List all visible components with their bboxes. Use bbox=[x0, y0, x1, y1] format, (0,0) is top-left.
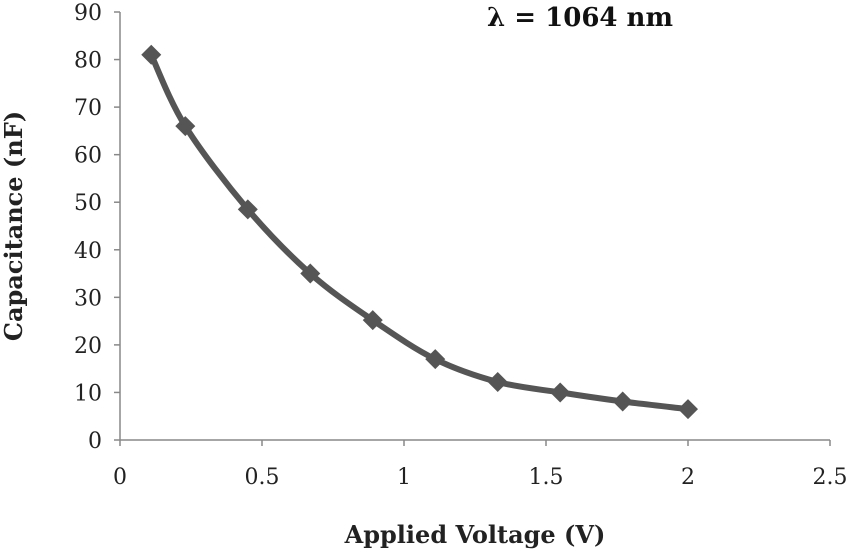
x-tick-label: 0 bbox=[113, 465, 127, 490]
y-axis-title: Capacitance (nF) bbox=[0, 111, 28, 341]
y-tick-label: 70 bbox=[74, 96, 102, 121]
data-point bbox=[237, 199, 258, 220]
data-point bbox=[487, 371, 508, 392]
data-point bbox=[612, 391, 633, 412]
data-point bbox=[425, 349, 446, 370]
y-tick-label: 40 bbox=[74, 239, 102, 264]
y-tick-label: 90 bbox=[74, 1, 102, 26]
y-tick-label: 60 bbox=[74, 144, 102, 169]
x-tick-label: 1 bbox=[397, 465, 411, 490]
wavelength-annotation: λ = 1064 nm bbox=[487, 3, 673, 33]
x-axis-ticks: 0 0.5 1 1.5 2 2.5 bbox=[113, 440, 848, 490]
x-tick-label: 2 bbox=[681, 465, 695, 490]
data-point bbox=[141, 44, 162, 65]
x-tick-label: 2.5 bbox=[813, 465, 848, 490]
y-tick-label: 50 bbox=[74, 191, 102, 216]
data-point bbox=[300, 263, 321, 284]
y-tick-label: 20 bbox=[74, 334, 102, 359]
x-axis-title: Applied Voltage (V) bbox=[344, 520, 606, 549]
data-point bbox=[678, 399, 698, 420]
data-markers bbox=[141, 44, 698, 420]
y-tick-label: 10 bbox=[74, 381, 102, 406]
y-tick-label: 30 bbox=[74, 286, 102, 311]
y-tick-label: 0 bbox=[88, 429, 102, 454]
data-point bbox=[362, 310, 383, 331]
data-point bbox=[550, 382, 571, 403]
data-point bbox=[175, 116, 196, 137]
x-tick-label: 0.5 bbox=[245, 465, 280, 490]
series-line bbox=[148, 51, 691, 413]
x-tick-label: 1.5 bbox=[529, 465, 564, 490]
y-axis-ticks: 0 10 20 30 40 50 60 70 80 90 bbox=[74, 1, 120, 454]
y-tick-label: 80 bbox=[74, 49, 102, 74]
